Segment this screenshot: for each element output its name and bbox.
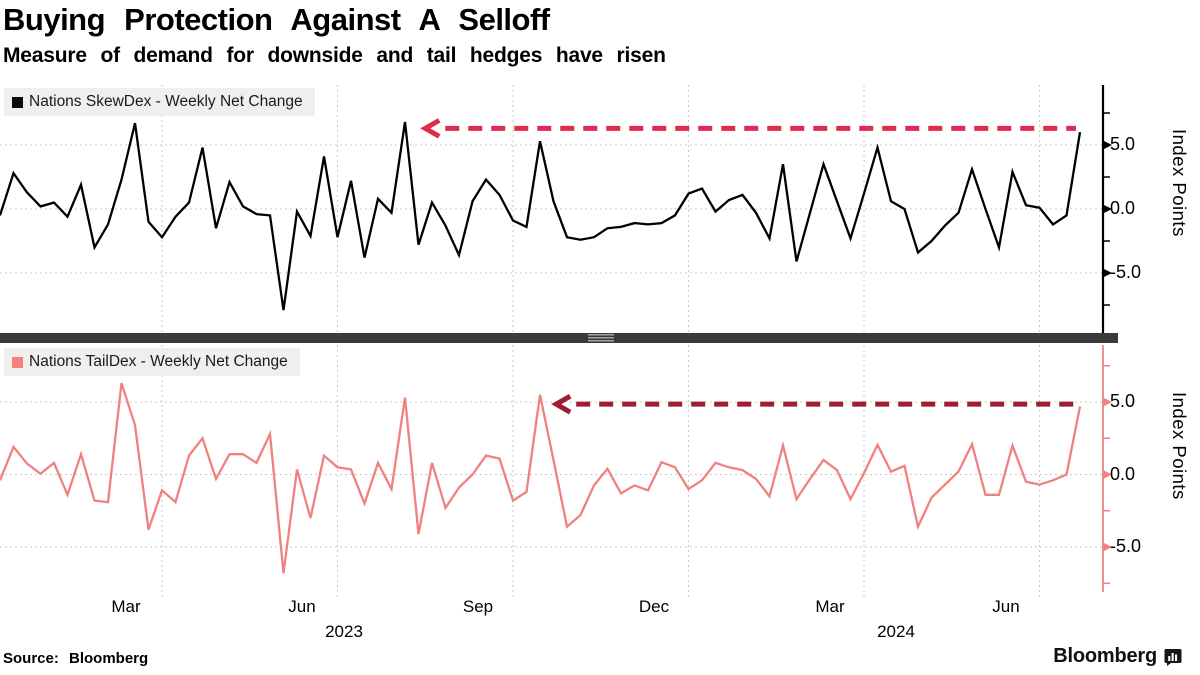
page-subtitle: Measure of demand for downside and tail … — [3, 44, 666, 67]
source-note: Source: Bloomberg — [3, 650, 149, 667]
taildex-series-line — [0, 382, 1082, 574]
bloomberg-wordmark: Bloomberg — [1053, 645, 1157, 667]
y-axis-title-top: Index Points — [1169, 129, 1190, 237]
ytick-top-neg5: -5.0 — [1110, 262, 1142, 282]
xtick-year-2024: 2024 — [877, 622, 915, 641]
page-title: Buying Protection Against A Selloff — [3, 2, 550, 37]
xtick-sep-2023: Sep — [462, 597, 494, 616]
ytick-top-5: 5.0 — [1110, 134, 1136, 154]
y-major-tick — [1103, 470, 1112, 479]
legend-taildex: Nations TailDex - Weekly Net Change — [4, 348, 300, 376]
ytick-top-0: 0.0 — [1110, 198, 1136, 218]
pane-resize-handle-icon[interactable] — [588, 334, 614, 342]
xtick-mar-2023: Mar — [111, 597, 141, 616]
y-major-tick — [1103, 542, 1112, 552]
xtick-year-2023: 2023 — [325, 622, 363, 641]
pane-divider — [0, 333, 1118, 343]
xtick-mar-2024: Mar — [815, 597, 845, 616]
skewdex-series-line — [0, 121, 1082, 311]
y-major-tick — [1103, 204, 1112, 214]
y-major-tick — [1103, 397, 1112, 407]
bloomberg-logo: Bloomberg — [1053, 645, 1182, 668]
y-major-tick — [1103, 140, 1112, 150]
skewdex-arrowhead-icon — [420, 118, 441, 139]
xtick-dec-2023: Dec — [638, 597, 670, 616]
taildex-arrowhead-icon — [551, 394, 572, 415]
legend-skewdex-label: Nations SkewDex - Weekly Net Change — [29, 93, 303, 110]
y-axis-title-bottom: Index Points — [1169, 392, 1190, 500]
ytick-bot-neg5: -5.0 — [1110, 536, 1142, 556]
ytick-bot-0: 0.0 — [1110, 464, 1136, 484]
legend-skewdex: Nations SkewDex - Weekly Net Change — [4, 88, 315, 116]
taildex-swatch-icon — [12, 356, 23, 368]
skewdex-swatch-icon — [12, 96, 23, 108]
legend-taildex-label: Nations TailDex - Weekly Net Change — [29, 353, 288, 370]
xtick-jun-2023: Jun — [288, 597, 316, 616]
bloomberg-chart-bubble-icon — [1164, 648, 1182, 666]
ytick-bot-5: 5.0 — [1110, 391, 1136, 411]
xtick-jun-2024: Jun — [992, 597, 1020, 616]
y-major-tick — [1103, 268, 1112, 278]
